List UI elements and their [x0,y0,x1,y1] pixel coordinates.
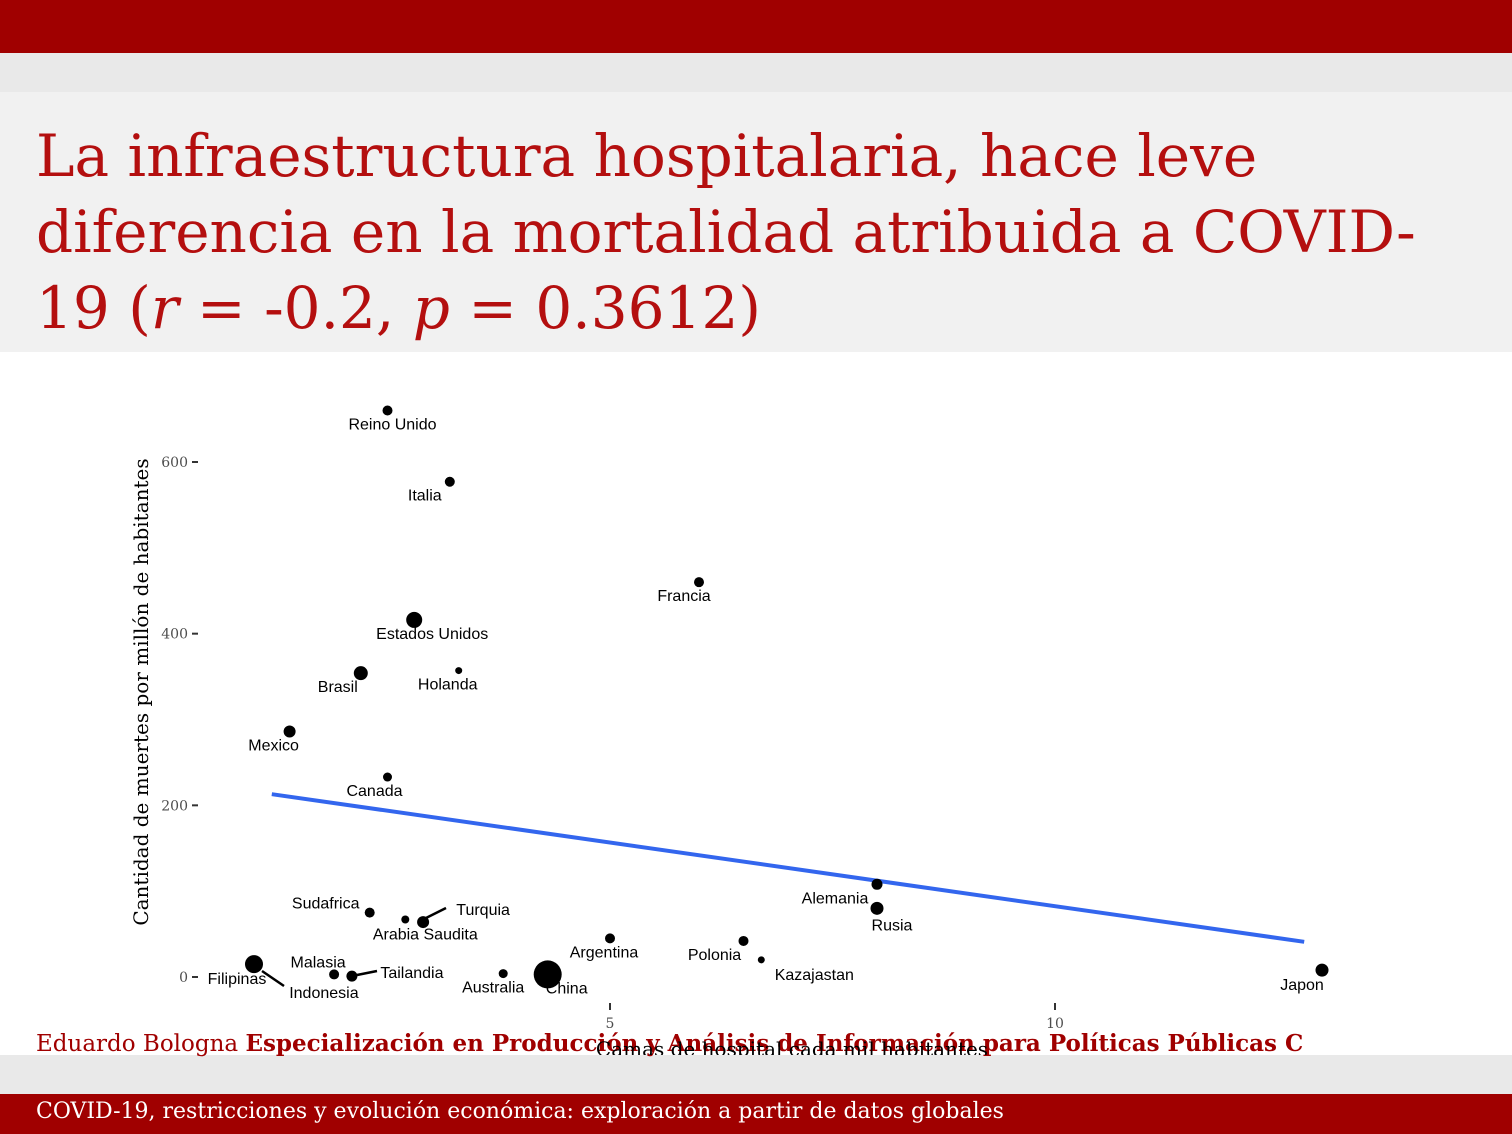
data-point [353,666,368,681]
y-tick-label: 600 [161,455,188,471]
point-label: Sudafrica [292,896,360,913]
footer-program: Especialización en Producción y Análisis… [245,1030,1304,1057]
point-label: China [546,980,588,997]
point-label: Indonesia [289,985,358,1002]
point-label: Reino Unido [348,417,436,434]
point-label: Alemania [802,890,869,907]
y-tick-label: 400 [161,627,188,643]
leader-line [356,969,378,977]
point-label: Mexico [248,738,299,755]
data-point [245,955,263,974]
data-point [401,915,410,924]
point-label: Malasia [291,954,346,971]
data-point [757,956,765,964]
title-part-2: = -0.2, [178,274,413,342]
title-band [0,92,1512,352]
point-label: Italia [408,488,442,505]
trend-layer [271,792,1305,944]
title-part-3: = 0.3612) [449,274,761,342]
labels-layer: Reino Unido Italia Francia Estados Unidos Br… [208,417,1324,1003]
point-label: Filipinas [208,971,267,988]
footer-credits: Eduardo Bologna Especialización en Produ… [36,1030,1303,1057]
data-point [283,725,296,738]
title-r-symbol: r [150,274,179,342]
data-point [1315,963,1329,977]
point-label: Brasil [318,679,358,696]
point-label: Arabia Saudita [373,926,478,943]
point-label: Estados Unidos [376,626,488,643]
points-layer [245,405,1329,989]
data-point [348,974,355,980]
point-label: Holanda [418,677,478,694]
scatter-plot-svg: 0 200 400 600 5 10 Reino Unido Italia Francia Es… [129,405,1329,1032]
point-label: Australia [462,980,524,997]
data-point [406,611,423,628]
data-point [738,935,749,946]
data-point [417,916,430,929]
data-point [498,969,508,979]
slide-title: La infraestructura hospitalaria, hace le… [36,118,1476,346]
point-label: Tailandia [380,965,443,982]
data-point [383,772,392,782]
axis-layer: 0 200 400 600 5 10 [161,455,1064,1032]
data-point [694,577,704,588]
data-point [870,901,884,915]
data-point [329,969,340,980]
x-tick-label: 5 [606,1016,615,1032]
navigation-strip [0,53,1512,92]
point-label: Polonia [688,947,741,964]
leader-line [261,969,285,988]
point-label: Turquia [456,902,510,919]
top-banner-bar [0,0,1512,53]
point-label: Canada [346,783,402,800]
point-label: Argentina [570,944,639,961]
footer-strip [0,1055,1512,1094]
point-label: Kazajastan [775,967,854,984]
data-point [382,405,393,416]
bottom-banner-bar [0,1094,1512,1134]
data-point [605,933,615,944]
footer-subtitle: COVID-19, restricciones y evolución econ… [36,1099,1004,1124]
data-point [871,878,883,890]
y-tick-label: 200 [161,798,188,814]
y-tick-label: 0 [179,970,188,986]
x-tick-label: 10 [1046,1016,1064,1032]
title-p-symbol: p [412,274,450,342]
trend-line [271,792,1305,944]
data-point [444,476,455,487]
data-point [364,907,375,918]
data-point [533,960,562,989]
y-axis-title: Cantidad de muertes por millón de habita… [129,458,153,925]
point-label: Japon [1280,977,1324,994]
point-label: Rusia [872,917,913,934]
footer-author: Eduardo Bologna [36,1031,239,1057]
title-part-1: La infraestructura hospitalaria, hace le… [36,122,1416,342]
scatter-chart: 0 200 400 600 5 10 Reino Unido Italia Francia Es… [0,352,1512,1055]
point-label: Francia [657,588,710,605]
data-point [455,667,463,675]
